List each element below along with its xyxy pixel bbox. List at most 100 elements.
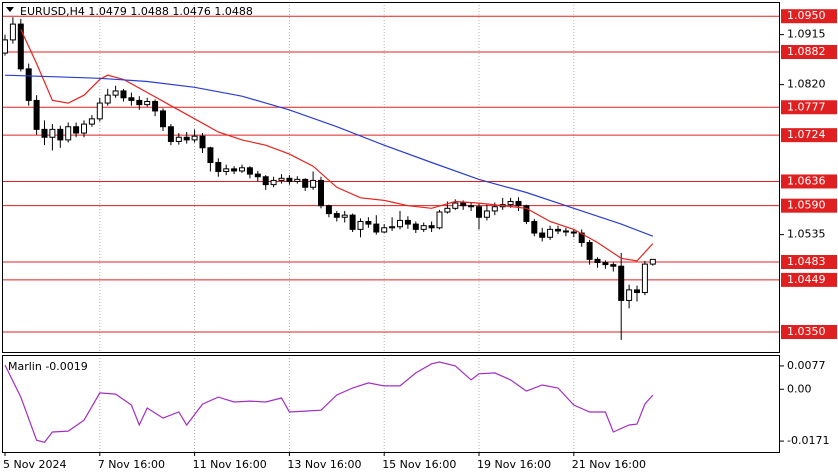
level-label: 1.0950 xyxy=(787,9,826,22)
candle-body xyxy=(223,168,230,172)
candle-body xyxy=(215,162,222,172)
candle-body xyxy=(602,262,609,266)
candle-body xyxy=(365,220,372,225)
candle-body xyxy=(246,167,253,175)
candle-body xyxy=(531,220,538,234)
series-line xyxy=(20,29,654,262)
candle-body xyxy=(460,202,467,207)
x-tick-label: 13 Nov 16:00 xyxy=(287,458,361,471)
candle-body xyxy=(33,99,40,130)
candle-body xyxy=(25,68,32,101)
candle-body xyxy=(428,225,435,229)
x-tick-label: 21 Nov 16:00 xyxy=(572,458,646,471)
candle-body xyxy=(191,135,198,141)
x-tick-label: 19 Nov 16:00 xyxy=(477,458,551,471)
candle-body xyxy=(144,100,151,106)
candle-body xyxy=(491,206,498,212)
candle-body xyxy=(128,97,135,101)
level-label: 1.0882 xyxy=(787,45,826,58)
level-label-box xyxy=(781,100,837,115)
y-tick-label: 1.0535 xyxy=(787,228,826,241)
candle-body xyxy=(175,136,182,142)
candle-body xyxy=(120,90,127,99)
candle-body xyxy=(436,211,443,229)
candle-body xyxy=(183,136,190,141)
level-label-box xyxy=(781,255,837,269)
candle-body xyxy=(41,128,48,138)
level-label: 1.0636 xyxy=(787,174,826,187)
level-label: 1.0449 xyxy=(787,273,826,286)
candle-body xyxy=(641,263,648,294)
level-label: 1.0590 xyxy=(787,199,826,212)
y-tick-label: -0.0171 xyxy=(787,434,829,447)
candle-body xyxy=(515,200,522,207)
level-label-box xyxy=(781,9,837,24)
level-label: 1.0724 xyxy=(787,128,826,141)
candle-body xyxy=(349,214,356,230)
candle-body xyxy=(152,100,159,112)
candle-body xyxy=(325,205,332,215)
candle-body xyxy=(199,135,206,149)
candle-body xyxy=(523,205,530,222)
y-tick-label: 0.00 xyxy=(787,382,812,395)
candle-body xyxy=(9,23,16,41)
candle-body xyxy=(452,202,459,209)
candle-body xyxy=(444,207,451,213)
candle-body xyxy=(381,227,388,233)
candle-body xyxy=(239,167,245,172)
candle-body xyxy=(468,205,475,208)
candle-body xyxy=(278,177,285,181)
candle-body xyxy=(649,258,656,265)
candle-body xyxy=(555,228,561,232)
level-label: 1.0350 xyxy=(787,325,826,338)
grid-layer xyxy=(2,2,780,452)
x-tick-label: 5 Nov 2024 xyxy=(3,458,66,471)
candle-body xyxy=(104,94,111,104)
candle-body xyxy=(389,226,396,229)
candle-body xyxy=(586,242,593,260)
candle-body xyxy=(262,176,269,186)
candle-body xyxy=(136,99,143,106)
candle-body xyxy=(570,231,577,234)
candle-body xyxy=(207,147,214,164)
level-label: 1.0777 xyxy=(787,100,826,113)
candle-body xyxy=(626,289,633,301)
candle-body xyxy=(507,200,514,206)
level-label-box xyxy=(781,325,837,339)
candle-body xyxy=(294,178,301,182)
main-pane-frame xyxy=(2,2,780,353)
x-tick-label: 15 Nov 16:00 xyxy=(382,458,456,471)
candle-body xyxy=(373,223,380,233)
mark-layer xyxy=(2,17,656,443)
level-label-box xyxy=(781,272,837,287)
level-label-box xyxy=(781,198,837,213)
candle-body xyxy=(65,126,72,141)
candle-body xyxy=(483,210,490,218)
candle-body xyxy=(397,219,403,228)
collapse-arrow[interactable] xyxy=(6,7,14,12)
candle-body xyxy=(539,232,546,238)
candle-body xyxy=(341,214,348,218)
candle-body xyxy=(412,223,419,230)
candle-body xyxy=(594,258,601,264)
y-tick-label: 0.0077 xyxy=(787,359,826,372)
candle-body xyxy=(160,110,166,128)
indicator-pane-frame xyxy=(2,355,780,453)
level-label: 1.0483 xyxy=(787,255,826,268)
candle-body xyxy=(270,179,277,186)
candle-body xyxy=(167,126,174,142)
candle-body xyxy=(96,102,103,120)
series-line xyxy=(4,74,654,237)
x-tick-label: 11 Nov 16:00 xyxy=(193,458,267,471)
candle-body xyxy=(420,225,427,230)
level-label-box xyxy=(781,174,837,189)
candle-body xyxy=(17,23,24,70)
y-tick-label: 1.0820 xyxy=(787,78,826,91)
candle-body xyxy=(357,220,364,230)
candle-body xyxy=(2,39,8,54)
candle-body xyxy=(318,179,324,207)
candle-body xyxy=(634,289,640,294)
